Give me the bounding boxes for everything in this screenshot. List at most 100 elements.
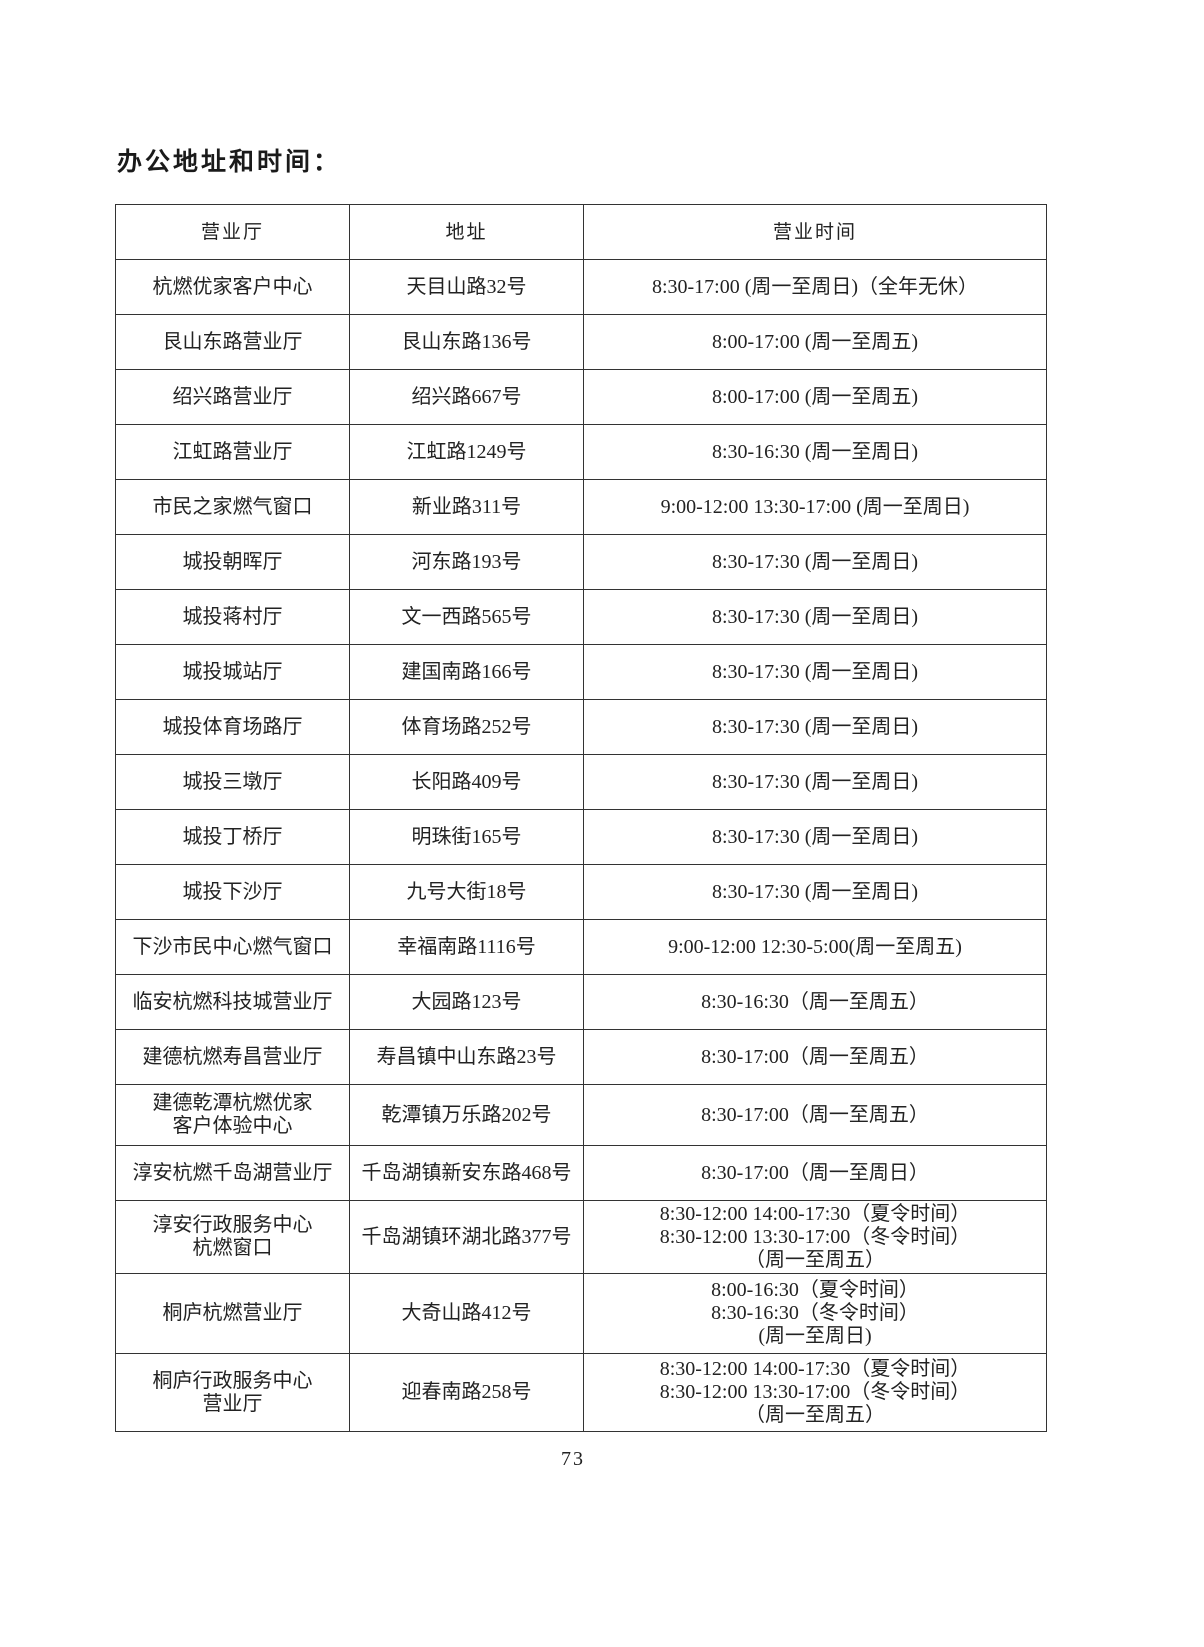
hours-cell-line: 8:30-17:30 (周一至周日)	[711, 880, 919, 903]
hall-cell-line: 下沙市民中心燃气窗口	[132, 935, 333, 958]
table-header-row: 营业厅 地址 营业时间	[115, 204, 1047, 260]
hours-cell-line: 8:30-12:00 13:30-17:00（冬令时间）	[659, 1225, 971, 1248]
address-cell: 迎春南路258号	[349, 1353, 584, 1432]
hall-cell-line: 城投蒋村厅	[182, 605, 283, 628]
address-cell: 天目山路32号	[349, 259, 584, 315]
hall-cell: 城投下沙厅	[115, 864, 350, 920]
hall-cell-line: 绍兴路营业厅	[172, 385, 293, 408]
table-row: 淳安行政服务中心 杭燃窗口 千岛湖镇环湖北路377号 8:30-12:00 14:00…	[115, 1200, 1047, 1274]
hall-cell-line: 艮山东路营业厅	[162, 330, 303, 353]
table-row: 桐庐杭燃营业厅 大奇山路412号 8:00-16:30（夏令时间） 8:30-16:3…	[115, 1273, 1047, 1354]
address-cell: 艮山东路136号	[349, 314, 584, 370]
hall-cell: 淳安行政服务中心 杭燃窗口	[115, 1200, 350, 1274]
table-row: 市民之家燃气窗口 新业路311号 9:00-12:00 13:30-17:00 (周…	[115, 479, 1047, 535]
hall-cell: 桐庐杭燃营业厅	[115, 1273, 350, 1354]
hall-cell-line: 城投朝晖厅	[182, 550, 283, 573]
hall-cell: 城投三墩厅	[115, 754, 350, 810]
hours-cell: 9:00-12:00 13:30-17:00 (周一至周日)	[583, 479, 1047, 535]
hours-cell-line: 8:30-16:30 (周一至周日)	[711, 440, 919, 463]
hall-cell-line: 淳安杭燃千岛湖营业厅	[132, 1161, 333, 1184]
table-row: 绍兴路营业厅 绍兴路667号 8:00-17:00 (周一至周五)	[115, 369, 1047, 425]
hours-cell-line: （周一至周五）	[745, 1404, 885, 1426]
table-row: 城投丁桥厅 明珠街165号 8:30-17:30 (周一至周日)	[115, 809, 1047, 865]
table-row: 城投城站厅 建国南路166号 8:30-17:30 (周一至周日)	[115, 644, 1047, 700]
address-cell: 河东路193号	[349, 534, 584, 590]
hours-cell: 8:30-17:30 (周一至周日)	[583, 644, 1047, 700]
hours-cell: 8:00-16:30（夏令时间） 8:30-16:30（冬令时间） (周一至周日)	[583, 1273, 1047, 1354]
address-cell: 建国南路166号	[349, 644, 584, 700]
hall-cell-line: 城投城站厅	[182, 660, 283, 683]
hall-cell-line: 建德乾潭杭燃优家	[152, 1092, 313, 1114]
address-cell: 寿昌镇中山东路23号	[349, 1029, 584, 1085]
hours-cell-line: 8:30-17:30 (周一至周日)	[711, 550, 919, 573]
hours-cell-line: 8:00-16:30（夏令时间）	[711, 1279, 919, 1301]
header-address: 地址	[349, 204, 584, 260]
hours-cell-line: 8:30-17:30 (周一至周日)	[711, 660, 919, 683]
hours-cell: 8:00-17:00 (周一至周五)	[583, 369, 1047, 425]
hours-cell-line: 8:30-17:00 (周一至周日)（全年无休）	[651, 275, 979, 298]
hall-cell: 建德乾潭杭燃优家 客户体验中心	[115, 1084, 350, 1146]
hall-cell: 淳安杭燃千岛湖营业厅	[115, 1145, 350, 1201]
hall-cell: 绍兴路营业厅	[115, 369, 350, 425]
table-row: 艮山东路营业厅 艮山东路136号 8:00-17:00 (周一至周五)	[115, 314, 1047, 370]
hall-cell-line: 客户体验中心	[172, 1115, 293, 1137]
hours-cell: 8:30-12:00 14:00-17:30（夏令时间） 8:30-12:00 1…	[583, 1200, 1047, 1274]
hall-cell-line: 杭燃窗口	[192, 1237, 273, 1259]
address-cell: 幸福南路1116号	[349, 919, 584, 975]
header-hall: 营业厅	[115, 204, 350, 260]
hall-cell-line: 城投丁桥厅	[182, 825, 283, 848]
hours-cell: 8:30-17:00（周一至周五）	[583, 1029, 1047, 1085]
hours-cell-line: 9:00-12:00 12:30-5:00(周一至周五)	[668, 935, 962, 958]
table-row: 江虹路营业厅 江虹路1249号 8:30-16:30 (周一至周日)	[115, 424, 1047, 480]
hours-cell-line: 8:30-17:30 (周一至周日)	[711, 770, 919, 793]
hours-cell: 8:30-12:00 14:00-17:30（夏令时间） 8:30-12:00 1…	[583, 1353, 1047, 1432]
hours-cell-line: 8:30-17:30 (周一至周日)	[711, 715, 919, 738]
hours-cell-line: 8:30-12:00 14:00-17:30（夏令时间）	[659, 1358, 971, 1380]
address-cell: 大奇山路412号	[349, 1273, 584, 1354]
table-row: 城投朝晖厅 河东路193号 8:30-17:30 (周一至周日)	[115, 534, 1047, 590]
hall-cell-line: 城投三墩厅	[182, 770, 283, 793]
hours-cell-line: 8:30-17:30 (周一至周日)	[711, 605, 919, 628]
hours-cell: 8:30-17:30 (周一至周日)	[583, 534, 1047, 590]
hours-cell-line: 8:00-17:00 (周一至周五)	[711, 385, 919, 408]
table-row: 下沙市民中心燃气窗口 幸福南路1116号 9:00-12:00 12:30-5:00…	[115, 919, 1047, 975]
hall-cell: 城投丁桥厅	[115, 809, 350, 865]
hall-cell-line: 市民之家燃气窗口	[152, 495, 313, 518]
table-row: 建德乾潭杭燃优家 客户体验中心 乾潭镇万乐路202号 8:30-17:00（周一至周五…	[115, 1084, 1047, 1146]
hours-cell: 8:00-17:00 (周一至周五)	[583, 314, 1047, 370]
hours-cell: 8:30-17:30 (周一至周日)	[583, 809, 1047, 865]
address-cell: 乾潭镇万乐路202号	[349, 1084, 584, 1146]
table-row: 城投三墩厅 长阳路409号 8:30-17:30 (周一至周日)	[115, 754, 1047, 810]
address-cell: 体育场路252号	[349, 699, 584, 755]
hall-cell-line: 城投下沙厅	[182, 880, 283, 903]
hours-cell: 8:30-17:00（周一至周五）	[583, 1084, 1047, 1146]
table-row: 淳安杭燃千岛湖营业厅 千岛湖镇新安东路468号 8:30-17:00（周一至周日）	[115, 1145, 1047, 1201]
hours-cell: 8:30-17:30 (周一至周日)	[583, 864, 1047, 920]
hours-cell-line: 8:30-16:30（周一至周五）	[701, 990, 929, 1013]
hall-cell: 艮山东路营业厅	[115, 314, 350, 370]
hours-cell-line: （周一至周五）	[745, 1248, 885, 1271]
hall-cell: 城投体育场路厅	[115, 699, 350, 755]
hours-cell: 8:30-17:00 (周一至周日)（全年无休）	[583, 259, 1047, 315]
address-cell: 明珠街165号	[349, 809, 584, 865]
hall-cell: 临安杭燃科技城营业厅	[115, 974, 350, 1030]
address-cell: 大园路123号	[349, 974, 584, 1030]
hall-cell-line: 营业厅	[202, 1392, 263, 1415]
hall-cell-line: 建德杭燃寿昌营业厅	[142, 1045, 323, 1068]
address-cell: 新业路311号	[349, 479, 584, 535]
hours-cell-line: 8:30-17:00（周一至周五）	[701, 1045, 929, 1068]
hours-cell: 8:30-17:30 (周一至周日)	[583, 699, 1047, 755]
address-cell: 九号大街18号	[349, 864, 584, 920]
hall-cell: 江虹路营业厅	[115, 424, 350, 480]
page-number: 73	[561, 1448, 585, 1470]
hours-cell-line: 8:30-12:00 14:00-17:30（夏令时间）	[659, 1202, 971, 1225]
hours-cell: 8:30-16:30（周一至周五）	[583, 974, 1047, 1030]
hours-cell: 9:00-12:00 12:30-5:00(周一至周五)	[583, 919, 1047, 975]
hall-cell-line: 淳安行政服务中心	[152, 1214, 313, 1236]
hours-cell-line: 8:30-17:00（周一至周日）	[701, 1161, 929, 1184]
address-cell: 长阳路409号	[349, 754, 584, 810]
hall-cell: 城投城站厅	[115, 644, 350, 700]
hall-cell: 下沙市民中心燃气窗口	[115, 919, 350, 975]
hall-cell-line: 城投体育场路厅	[162, 715, 303, 738]
table-row: 建德杭燃寿昌营业厅 寿昌镇中山东路23号 8:30-17:00（周一至周五）	[115, 1029, 1047, 1085]
